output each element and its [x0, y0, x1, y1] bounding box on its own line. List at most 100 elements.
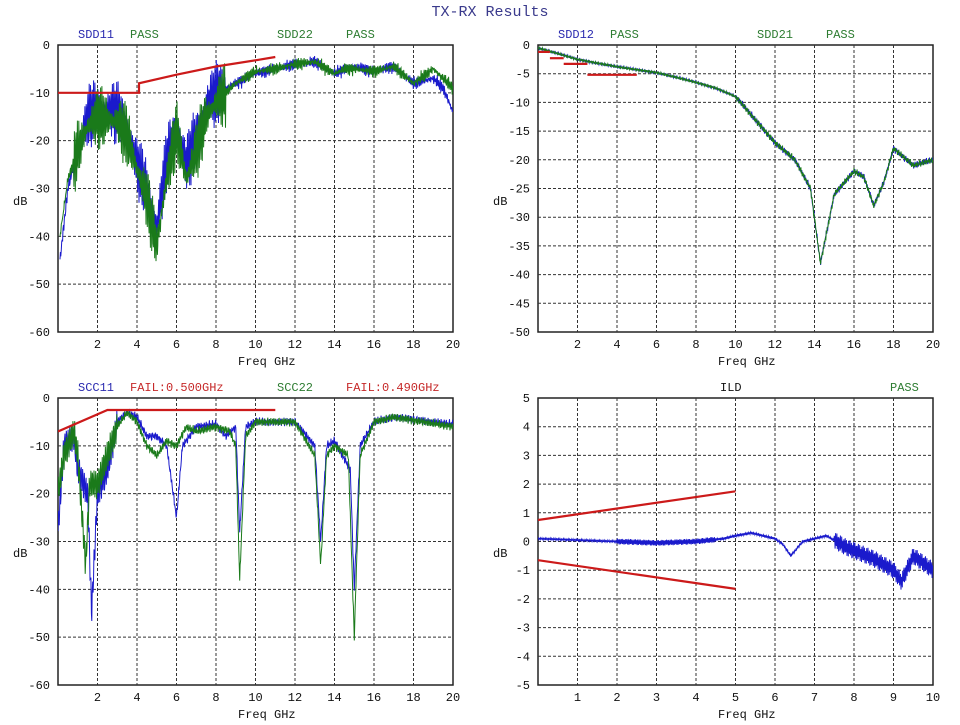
chart4-xlabel: Freq GHz — [718, 708, 776, 722]
x-tick-label: 6 — [771, 691, 778, 705]
chart4-label-ild: ILD — [720, 381, 742, 395]
x-tick-label: 8 — [850, 691, 857, 705]
series-SDD22 — [59, 57, 453, 262]
chart1-status-1: PASS — [130, 28, 159, 42]
chart2-label-sdd12: SDD12 — [558, 28, 595, 42]
x-tick-label: 16 — [367, 691, 381, 705]
chart-2: 2 4 6 8 10 12 14 16 18 20 0 -5 -10 -15 -20 -25 -30 -35 -40… — [508, 39, 940, 352]
limit-line-limit — [58, 408, 276, 433]
y-tick-label: -2 — [516, 593, 530, 607]
y-tick-label: -10 — [508, 96, 530, 110]
y-tick-label: -50 — [508, 326, 530, 340]
y-tick-label: 0 — [43, 392, 50, 406]
chart2-label-sdd21: SDD21 — [757, 28, 794, 42]
y-tick-label: -4 — [516, 650, 530, 664]
chart2-xlabel: Freq GHz — [718, 355, 776, 369]
x-tick-label: 10 — [248, 338, 262, 352]
x-tick-label: 4 — [613, 338, 620, 352]
x-tick-label: 12 — [288, 338, 302, 352]
x-tick-label: 2 — [94, 691, 101, 705]
y-tick-label: -40 — [508, 269, 530, 283]
x-tick-label: 9 — [890, 691, 897, 705]
y-tick-label: 4 — [523, 421, 530, 435]
x-tick-label: 12 — [288, 691, 302, 705]
chart3-label-scc11: SCC11 — [78, 381, 115, 395]
x-tick-label: 3 — [653, 691, 660, 705]
x-tick-label: 20 — [446, 338, 460, 352]
x-tick-label: 2 — [613, 691, 620, 705]
chart1-xlabel: Freq GHz — [238, 355, 296, 369]
x-tick-label: 10 — [728, 338, 742, 352]
chart4-status: PASS — [890, 381, 919, 395]
y-tick-label: -10 — [28, 440, 50, 454]
chart3-status-1: FAIL:0.500GHz — [130, 381, 224, 395]
y-tick-label: -30 — [28, 536, 50, 550]
x-tick-label: 7 — [811, 691, 818, 705]
y-tick-label: -60 — [28, 326, 50, 340]
x-tick-label: 10 — [248, 691, 262, 705]
chart2-status-2: PASS — [826, 28, 855, 42]
y-tick-label: 0 — [43, 39, 50, 53]
y-tick-label: -25 — [508, 183, 530, 197]
x-tick-label: 4 — [133, 338, 140, 352]
x-tick-label: 6 — [653, 338, 660, 352]
y-tick-label: -50 — [28, 631, 50, 645]
x-tick-label: 18 — [886, 338, 900, 352]
series-SDD21 — [538, 45, 933, 265]
page-title: TX-RX Results — [431, 4, 549, 21]
x-tick-label: 14 — [327, 338, 341, 352]
y-tick-label: -5 — [516, 679, 530, 693]
chart1-status-2: PASS — [346, 28, 375, 42]
series-ILD — [538, 530, 933, 590]
y-tick-label: -50 — [28, 278, 50, 292]
x-tick-label: 10 — [926, 691, 940, 705]
x-tick-label: 5 — [732, 691, 739, 705]
limit-line-limit-lower — [538, 559, 736, 590]
x-tick-label: 20 — [446, 691, 460, 705]
y-tick-label: -35 — [508, 240, 530, 254]
chart3-xlabel: Freq GHz — [238, 708, 296, 722]
chart2-status-1: PASS — [610, 28, 639, 42]
y-tick-label: -1 — [516, 564, 530, 578]
x-tick-label: 4 — [692, 691, 699, 705]
y-tick-label: -3 — [516, 622, 530, 636]
x-tick-label: 14 — [807, 338, 821, 352]
y-tick-label: -10 — [28, 87, 50, 101]
y-tick-label: -20 — [28, 135, 50, 149]
x-tick-label: 2 — [574, 338, 581, 352]
x-tick-label: 8 — [212, 691, 219, 705]
x-tick-label: 20 — [926, 338, 940, 352]
y-tick-label: -45 — [508, 297, 530, 311]
chart1-ylabel: dB — [13, 195, 28, 209]
y-tick-label: -15 — [508, 125, 530, 139]
y-tick-label: 1 — [523, 507, 530, 521]
series-SCC22 — [58, 409, 453, 641]
y-tick-label: -30 — [28, 183, 50, 197]
limit-line-limit — [58, 55, 276, 94]
chart-1: 2 4 6 8 10 12 14 16 18 20 0 -10 -20 -30 -40 -50 -60 — [28, 39, 460, 352]
y-tick-label: 5 — [523, 392, 530, 406]
x-tick-label: 16 — [367, 338, 381, 352]
chart-3: 2 4 6 8 10 12 14 16 18 20 0 -10 -20 -30 -40 -50 -60 — [28, 392, 460, 705]
chart2-ylabel: dB — [493, 195, 508, 209]
chart3-status-2: FAIL:0.490GHz — [346, 381, 440, 395]
y-tick-label: -40 — [28, 230, 50, 244]
chart3-label-scc22: SCC22 — [277, 381, 314, 395]
x-tick-label: 6 — [173, 691, 180, 705]
x-tick-label: 2 — [94, 338, 101, 352]
chart3-ylabel: dB — [13, 547, 28, 561]
chart1-label-sdd11: SDD11 — [78, 28, 115, 42]
y-tick-label: -60 — [28, 679, 50, 693]
chart4-ylabel: dB — [493, 547, 508, 561]
x-tick-label: 8 — [692, 338, 699, 352]
limit-line-limit-upper — [538, 490, 736, 522]
x-tick-label: 6 — [173, 338, 180, 352]
x-tick-label: 12 — [768, 338, 782, 352]
x-tick-label: 18 — [406, 338, 420, 352]
y-tick-label: -40 — [28, 583, 50, 597]
x-tick-label: 16 — [847, 338, 861, 352]
x-tick-label: 4 — [133, 691, 140, 705]
x-tick-label: 18 — [406, 691, 420, 705]
